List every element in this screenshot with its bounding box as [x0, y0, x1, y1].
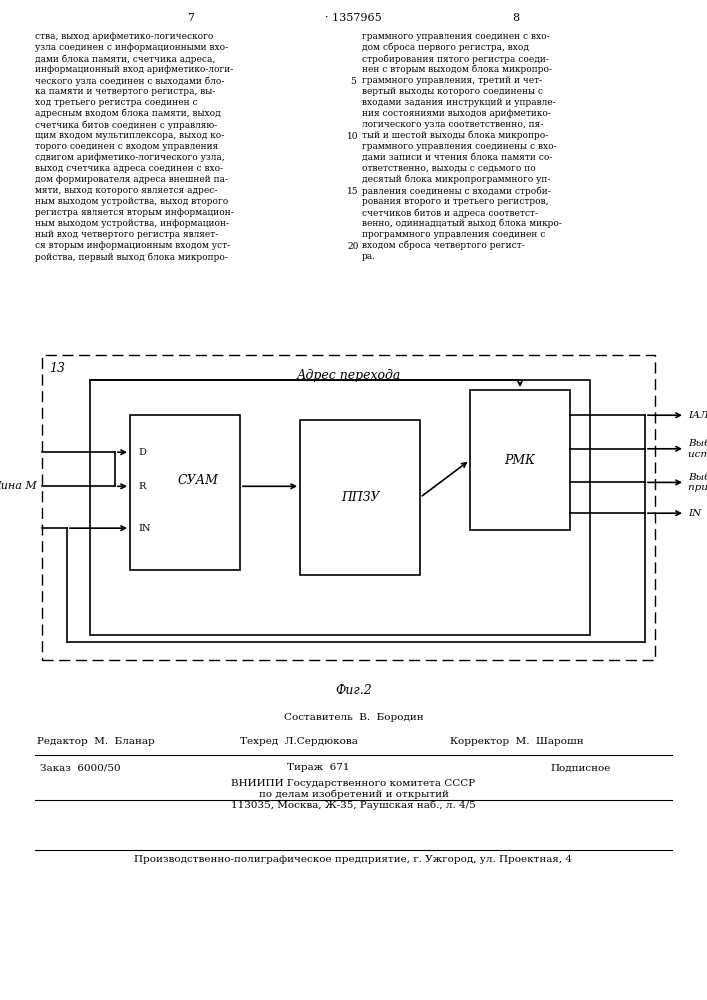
Text: 13: 13 — [49, 362, 65, 375]
Text: дом формирователя адреса внешней па-: дом формирователя адреса внешней па- — [35, 175, 228, 184]
Text: регистра является вторым информацион-: регистра является вторым информацион- — [35, 208, 234, 217]
Text: ным выходом устройства, выход второго: ным выходом устройства, выход второго — [35, 197, 228, 206]
Text: дами блока памяти, счетчика адреса,: дами блока памяти, счетчика адреса, — [35, 54, 215, 64]
Text: информационный вход арифметико-логи-: информационный вход арифметико-логи- — [35, 65, 233, 74]
Text: ства, выход арифметико-логического: ства, выход арифметико-логического — [35, 32, 214, 41]
Text: ответственно, выходы с седьмого по: ответственно, выходы с седьмого по — [362, 164, 536, 173]
Text: 5: 5 — [350, 77, 356, 86]
Text: входами задания инструкций и управле-: входами задания инструкций и управле- — [362, 98, 556, 107]
Text: выход счетчика адреса соединен с вхо-: выход счетчика адреса соединен с вхо- — [35, 164, 223, 173]
Text: Подписное: Подписное — [550, 764, 610, 772]
Text: программного управления соединен с: программного управления соединен с — [362, 230, 545, 239]
Text: счетчика битов соединен с управляю-: счетчика битов соединен с управляю- — [35, 120, 217, 129]
Text: по делам изобретений и открытий: по делам изобретений и открытий — [259, 789, 448, 799]
Text: ный вход четвертого регистра являет-: ный вход четвертого регистра являет- — [35, 230, 218, 239]
Bar — [42, 355, 655, 660]
Text: нен с вторым выходом блока микропро-: нен с вторым выходом блока микропро- — [362, 65, 552, 75]
Text: IАЛУ: IАЛУ — [688, 411, 707, 420]
Text: ся вторым информационным входом уст-: ся вторым информационным входом уст- — [35, 241, 230, 250]
Text: ра.: ра. — [362, 252, 376, 261]
Text: сдвигом арифметико-логического узла,: сдвигом арифметико-логического узла, — [35, 153, 225, 162]
Text: щим входом мультиплексора, выход ко-: щим входом мультиплексора, выход ко- — [35, 131, 224, 140]
Text: ройства, первый выход блока микропро-: ройства, первый выход блока микропро- — [35, 252, 228, 261]
Text: Фиг.2: Фиг.2 — [335, 684, 372, 696]
Text: Производственно-полиграфическое предприятие, г. Ужгород, ул. Проектная, 4: Производственно-полиграфическое предприя… — [134, 856, 573, 864]
Bar — [90, 380, 590, 635]
Text: Редактор  М.  Бланар: Редактор М. Бланар — [37, 738, 155, 746]
Bar — [130, 415, 240, 570]
Text: РМК: РМК — [505, 454, 535, 466]
Text: счетчиков битов и адреса соответст-: счетчиков битов и адреса соответст- — [362, 208, 538, 218]
Text: тый и шестой выходы блока микропро-: тый и шестой выходы блока микропро- — [362, 131, 548, 140]
Text: граммного управления, третий и чет-: граммного управления, третий и чет- — [362, 76, 542, 85]
Bar — [470, 390, 570, 530]
Text: адресным входом блока памяти, выход: адресным входом блока памяти, выход — [35, 109, 221, 118]
Text: Техред  Л.Сердюкова: Техред Л.Сердюкова — [240, 738, 358, 746]
Text: венно, одиннадцатый выход блока микро-: венно, одиннадцатый выход блока микро- — [362, 219, 562, 229]
Text: СУАМ: СУАМ — [177, 474, 218, 487]
Text: мяти, выход которого является адрес-: мяти, выход которого является адрес- — [35, 186, 217, 195]
Text: дом сброса первого регистра, вход: дом сброса первого регистра, вход — [362, 43, 529, 52]
Text: ВНИИПИ Государственного комитета СССР: ВНИИПИ Государственного комитета СССР — [231, 778, 476, 788]
Text: ческого узла соединен с выходами бло-: ческого узла соединен с выходами бло- — [35, 76, 224, 86]
Text: 20: 20 — [347, 242, 358, 251]
Text: ным выходом устройства, информацион-: ным выходом устройства, информацион- — [35, 219, 229, 228]
Text: Выбор
источника М: Выбор источника М — [688, 439, 707, 459]
Text: ППЗУ: ППЗУ — [341, 491, 379, 504]
Text: десятый блока микропрограммного уп-: десятый блока микропрограммного уп- — [362, 175, 550, 184]
Text: входом сброса четвертого регист-: входом сброса четвертого регист- — [362, 241, 525, 250]
Text: R: R — [138, 482, 146, 491]
Text: Шина М: Шина М — [0, 481, 37, 491]
Text: 113035, Москва, Ж-35, Раушская наб., л. 4/5: 113035, Москва, Ж-35, Раушская наб., л. … — [231, 800, 476, 810]
Text: ка памяти и четвертого регистра, вы-: ка памяти и четвертого регистра, вы- — [35, 87, 215, 96]
Text: дами записи и чтения блока памяти со-: дами записи и чтения блока памяти со- — [362, 153, 552, 162]
Text: Тираж  671: Тираж 671 — [287, 764, 349, 772]
Text: Адрес перехода: Адрес перехода — [296, 368, 401, 381]
Text: · 1357965: · 1357965 — [325, 13, 382, 23]
Text: Составитель  В.  Бородин: Составитель В. Бородин — [284, 714, 423, 722]
Text: 7: 7 — [187, 13, 194, 23]
Text: Корректор  М.  Шарошн: Корректор М. Шарошн — [450, 738, 583, 746]
Text: вертый выходы которого соединены с: вертый выходы которого соединены с — [362, 87, 543, 96]
Text: граммного управления соединены с вхо-: граммного управления соединены с вхо- — [362, 142, 556, 151]
Text: логического узла соответственно, пя-: логического узла соответственно, пя- — [362, 120, 543, 129]
Text: ход третьего регистра соединен с: ход третьего регистра соединен с — [35, 98, 198, 107]
Text: IN: IN — [138, 524, 151, 533]
Text: граммного управления соединен с вхо-: граммного управления соединен с вхо- — [362, 32, 549, 41]
Text: 10: 10 — [347, 132, 358, 141]
Text: ния состояниями выходов арифметико-: ния состояниями выходов арифметико- — [362, 109, 551, 118]
Text: D: D — [138, 448, 146, 457]
Bar — [300, 420, 420, 575]
Text: торого соединен с входом управления: торого соединен с входом управления — [35, 142, 218, 151]
Text: 8: 8 — [513, 13, 520, 23]
Text: Выбор
приемника М: Выбор приемника М — [688, 472, 707, 492]
Text: 15: 15 — [347, 187, 359, 196]
Text: рования второго и третьего регистров,: рования второго и третьего регистров, — [362, 197, 549, 206]
Text: IN  СУАМ: IN СУАМ — [688, 509, 707, 518]
Text: Заказ  6000/50: Заказ 6000/50 — [40, 764, 121, 772]
Text: узла соединен с информационными вхо-: узла соединен с информационными вхо- — [35, 43, 228, 52]
Text: стробирования пятого регистра соеди-: стробирования пятого регистра соеди- — [362, 54, 549, 64]
Text: равления соединены с входами строби-: равления соединены с входами строби- — [362, 186, 551, 196]
